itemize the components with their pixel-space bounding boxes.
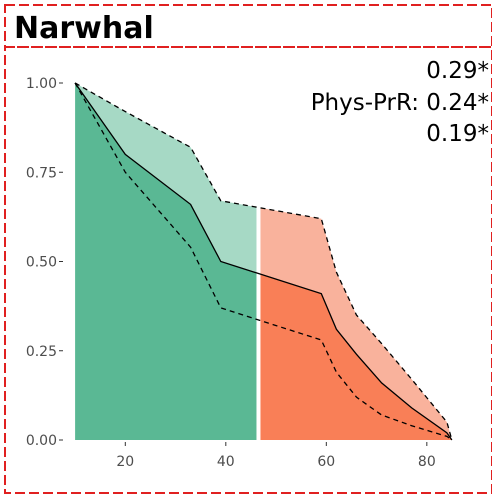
area-lower-right bbox=[258, 273, 452, 440]
series-lower-line bbox=[74, 82, 453, 441]
x-tick-label: 40 bbox=[217, 454, 235, 470]
x-tick-label: 60 bbox=[317, 454, 335, 470]
plot-frame bbox=[4, 46, 492, 494]
y-axis: 0.00 0.25 0.50 0.75 1.00 bbox=[26, 76, 63, 449]
stat-value-1: 0.29* bbox=[426, 58, 489, 84]
band-upper-right bbox=[258, 207, 452, 440]
area-lower-left bbox=[75, 83, 259, 440]
y-tick-label: 1.00 bbox=[26, 76, 57, 92]
x-tick-label: 80 bbox=[418, 454, 436, 470]
y-tick-label: 0.75 bbox=[26, 165, 57, 181]
x-axis: 20 40 60 80 bbox=[116, 442, 436, 470]
panel-title: Narwhal bbox=[14, 11, 154, 46]
stat-value-2: Phys-PrR: 0.24* bbox=[311, 90, 489, 116]
y-tick-label: 0.00 bbox=[26, 433, 57, 449]
band-upper-left bbox=[75, 83, 259, 274]
series-upper-line bbox=[74, 82, 453, 441]
line-layer bbox=[74, 82, 453, 441]
series-mid-line bbox=[74, 82, 453, 441]
stat-value-3: 0.19* bbox=[426, 121, 489, 147]
y-tick-label: 0.25 bbox=[26, 344, 57, 360]
x-tick-label: 20 bbox=[116, 454, 134, 470]
y-tick-label: 0.50 bbox=[26, 255, 57, 271]
band-layer bbox=[75, 83, 452, 441]
